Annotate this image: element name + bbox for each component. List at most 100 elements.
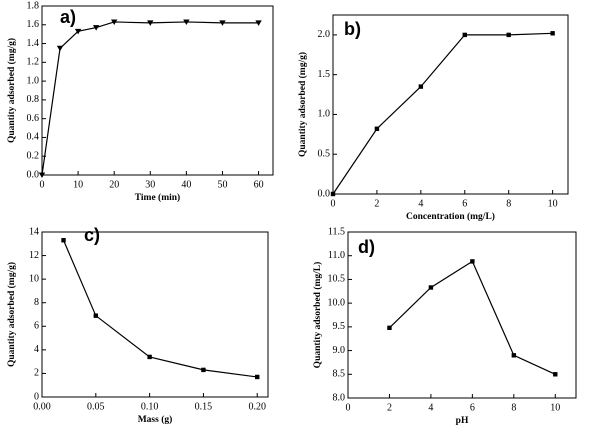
y-tick-label: 8.0 xyxy=(333,392,346,403)
marker xyxy=(183,19,190,25)
x-tick-label: 10 xyxy=(550,402,560,413)
panel-label: b) xyxy=(344,19,361,39)
marker xyxy=(255,374,260,380)
y-tick-label: 10.0 xyxy=(328,297,346,308)
x-axis-label: Concentration (mg/L) xyxy=(406,211,495,222)
x-tick-label: 0 xyxy=(346,402,351,413)
marker xyxy=(387,325,392,331)
x-tick-label: 8 xyxy=(506,198,511,209)
x-tick-label: 0.10 xyxy=(141,401,159,412)
y-tick-label: 0.5 xyxy=(318,149,331,160)
marker xyxy=(201,367,206,373)
x-axis-label: Time (min) xyxy=(135,192,180,203)
marker xyxy=(550,31,555,36)
y-axis-label: Quantity adsorbed (mg/g) xyxy=(297,52,308,157)
y-tick-label: 8.5 xyxy=(333,369,346,380)
x-tick-label: 6 xyxy=(470,402,475,413)
y-axis-label: Quantity adsorbed (mg/L) xyxy=(312,262,323,369)
y-tick-label: 14 xyxy=(29,226,39,237)
y-tick-label: 10.5 xyxy=(328,274,346,285)
y-tick-label: 9.5 xyxy=(333,321,346,332)
x-tick-label: 0.20 xyxy=(248,401,266,412)
y-tick-label: 1.4 xyxy=(27,38,40,49)
marker xyxy=(255,20,262,26)
x-tick-label: 30 xyxy=(145,179,155,190)
y-tick-label: 1.8 xyxy=(27,0,40,11)
marker xyxy=(553,372,558,377)
x-tick-label: 2 xyxy=(387,402,392,413)
x-tick-label: 0.05 xyxy=(87,401,105,412)
x-axis-label: pH xyxy=(456,416,469,426)
data-line xyxy=(41,21,259,176)
x-tick-label: 0 xyxy=(40,179,45,190)
y-tick-label: 2 xyxy=(34,368,39,379)
y-tick-label: 1.6 xyxy=(27,19,40,30)
x-tick-label: 6 xyxy=(462,198,467,209)
y-tick-label: 10 xyxy=(29,273,39,284)
marker xyxy=(462,32,467,38)
y-tick-label: 6 xyxy=(34,321,39,332)
plot-frame xyxy=(41,5,274,176)
marker xyxy=(506,32,511,38)
marker xyxy=(511,353,517,358)
x-axis-label: Mass (g) xyxy=(138,414,173,425)
x-tick-label: 20 xyxy=(109,179,119,190)
panel-label: c) xyxy=(84,225,100,245)
x-tick-label: 0.00 xyxy=(33,401,51,412)
marker xyxy=(93,313,99,318)
y-tick-label: 1.0 xyxy=(27,75,40,86)
marker xyxy=(147,354,152,360)
y-tick-label: 1.0 xyxy=(318,109,331,120)
marker xyxy=(374,126,380,131)
panel-label: a) xyxy=(60,7,76,27)
data-line xyxy=(62,240,258,378)
data-line xyxy=(332,32,553,195)
y-tick-label: 0.4 xyxy=(27,132,40,143)
y-tick-label: 0.2 xyxy=(27,151,40,162)
marker xyxy=(418,84,424,89)
y-tick-label: 9.0 xyxy=(333,345,346,356)
y-tick-label: 0.6 xyxy=(27,113,40,124)
marker xyxy=(38,172,46,178)
y-tick-label: 1.5 xyxy=(318,69,331,80)
marker xyxy=(147,20,154,26)
plot-frame xyxy=(332,14,569,195)
y-tick-label: 11.0 xyxy=(328,250,345,261)
marker xyxy=(74,28,82,35)
y-axis-label: Quantity adsorbed (mg/g) xyxy=(6,262,17,367)
marker xyxy=(56,45,64,52)
x-tick-label: 60 xyxy=(254,179,264,190)
plot-frame xyxy=(41,231,269,398)
y-tick-label: 0.0 xyxy=(27,169,40,180)
y-tick-label: 0.0 xyxy=(318,188,331,199)
marker xyxy=(110,19,118,25)
marker xyxy=(61,238,66,243)
y-tick-label: 12 xyxy=(29,250,39,261)
marker xyxy=(330,191,336,197)
y-tick-label: 11.5 xyxy=(328,226,345,237)
x-tick-label: 2 xyxy=(374,198,379,209)
y-tick-label: 2.0 xyxy=(318,29,331,40)
x-tick-label: 0.15 xyxy=(195,401,213,412)
x-tick-label: 10 xyxy=(548,198,558,209)
y-tick-label: 0 xyxy=(34,391,39,402)
marker xyxy=(470,259,475,264)
y-axis-label: Quantity adsorbed (mg/g) xyxy=(6,38,17,143)
x-tick-label: 4 xyxy=(428,402,433,413)
data-line xyxy=(389,260,556,375)
plot-frame xyxy=(347,231,577,399)
marker xyxy=(428,285,434,290)
x-tick-label: 50 xyxy=(217,179,227,190)
x-tick-label: 4 xyxy=(418,198,423,209)
panel-label: d) xyxy=(358,237,375,257)
x-tick-label: 10 xyxy=(73,179,83,190)
x-tick-label: 40 xyxy=(181,179,191,190)
x-tick-label: 8 xyxy=(511,402,516,413)
x-tick-label: 0 xyxy=(331,198,336,209)
marker xyxy=(92,25,100,31)
y-tick-label: 0.8 xyxy=(27,94,40,105)
y-tick-label: 8 xyxy=(34,297,39,308)
marker xyxy=(219,20,226,26)
y-tick-label: 1.2 xyxy=(27,57,40,68)
